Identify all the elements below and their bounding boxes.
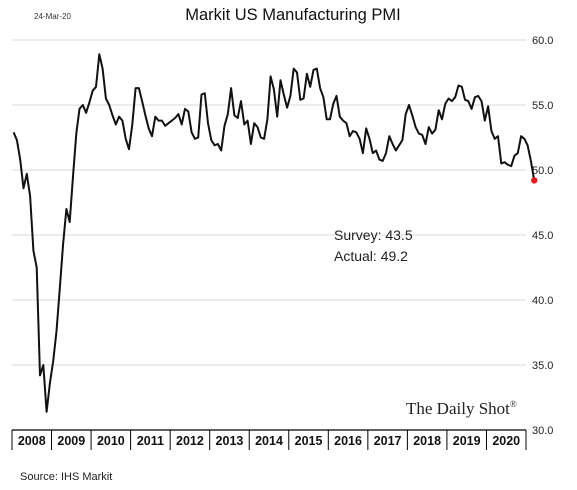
pmi-line	[12, 53, 536, 413]
last-point-marker	[531, 177, 538, 184]
survey-annotation: Survey: 43.5	[334, 227, 413, 243]
y-tick-label: 60.0	[532, 35, 553, 47]
date-stamp: 24-Mar-20	[34, 12, 71, 21]
x-tick-label: 2008	[18, 434, 46, 448]
y-axis-ticks: 30.0 35.0 40.0 45.0 50.0 55.0 60.0	[532, 35, 553, 437]
y-tick-label: 55.0	[532, 100, 553, 112]
x-tick-label: 2020	[492, 434, 520, 448]
x-axis: 2008 2009 2010 2011 2012 2013 2014 2015 2016 2017…	[11, 429, 527, 450]
brand-name: The Daily Shot	[406, 399, 510, 418]
y-tick-label: 30.0	[532, 425, 553, 437]
x-tick-label: 2011	[137, 434, 164, 448]
brand-logo: The Daily Shot®	[406, 399, 517, 418]
y-tick-label: 45.0	[532, 230, 553, 242]
x-tick-label: 2019	[453, 434, 481, 448]
actual-annotation: Actual: 49.2	[334, 248, 408, 264]
chart-title: Markit US Manufacturing PMI	[185, 6, 400, 24]
x-tick-label: 2016	[334, 434, 362, 448]
y-tick-label: 50.0	[532, 165, 553, 177]
x-tick-label: 2010	[97, 434, 125, 448]
x-tick-label: 2012	[176, 434, 204, 448]
x-tick-label: 2009	[57, 434, 85, 448]
x-tick-label: 2014	[255, 434, 283, 448]
brand-mark: ®	[510, 399, 517, 409]
x-tick-label: 2017	[374, 434, 402, 448]
x-tick-label: 2013	[216, 434, 244, 448]
y-tick-label: 40.0	[532, 295, 553, 307]
y-tick-label: 35.0	[532, 360, 553, 372]
x-tick-label: 2015	[295, 434, 323, 448]
series	[12, 53, 538, 413]
source-note: Source: IHS Markit	[20, 471, 112, 483]
x-tick-label: 2018	[413, 434, 441, 448]
